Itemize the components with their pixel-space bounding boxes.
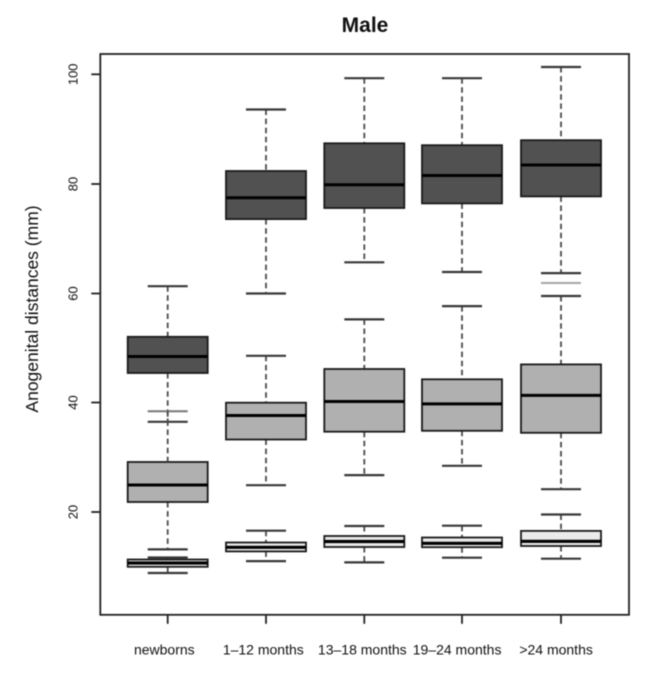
svg-text:80: 80 (65, 177, 80, 191)
svg-text:Anogenital distances (mm): Anogenital distances (mm) (22, 205, 42, 412)
svg-text:1–12 months: 1–12 months (223, 642, 304, 658)
svg-text:13–18 months: 13–18 months (318, 642, 407, 658)
svg-text:60: 60 (65, 286, 80, 300)
svg-text:20: 20 (65, 505, 80, 519)
svg-text:100: 100 (65, 63, 80, 85)
svg-text:>24 months: >24 months (519, 642, 593, 658)
svg-text:40: 40 (65, 395, 80, 409)
svg-text:Male: Male (342, 14, 389, 37)
svg-text:19–24 months: 19–24 months (413, 642, 502, 658)
svg-text:newborns: newborns (134, 642, 195, 658)
